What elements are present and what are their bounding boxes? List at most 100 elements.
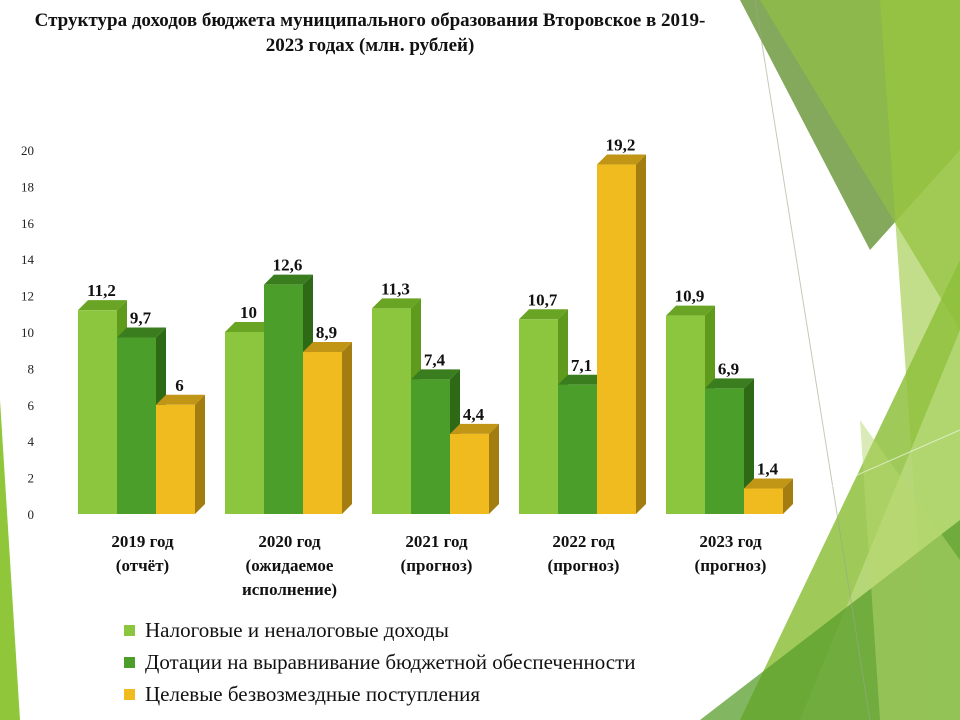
bar-top <box>372 298 421 309</box>
bar <box>156 394 205 514</box>
legend-item: Налоговые и неналоговые доходы <box>124 614 636 646</box>
y-tick-label: 10 <box>21 325 34 340</box>
legend: Налоговые и неналоговые доходы Дотации н… <box>124 614 636 710</box>
y-tick-label: 8 <box>28 361 35 376</box>
bar-top <box>558 374 607 385</box>
bar <box>117 327 166 514</box>
bar-top <box>117 327 166 338</box>
bar-side <box>195 394 205 514</box>
data-label: 11,2 <box>87 281 116 300</box>
category-label: 2020 год <box>258 532 321 551</box>
chart-title: Структура доходов бюджета муниципального… <box>34 10 706 56</box>
bar-front <box>519 319 558 514</box>
y-tick-label: 2 <box>28 471 35 486</box>
data-label: 8,9 <box>316 323 337 342</box>
bar-front <box>264 284 303 514</box>
bar-top <box>597 154 646 165</box>
y-tick-label: 18 <box>21 179 34 194</box>
bar-front <box>705 388 744 514</box>
y-tick-label: 20 <box>21 143 34 158</box>
data-label: 10 <box>240 303 257 322</box>
bar <box>303 342 352 514</box>
data-label: 9,7 <box>130 308 152 327</box>
bar <box>450 423 499 514</box>
y-tick-label: 0 <box>28 507 35 522</box>
category-label: (прогноз) <box>401 556 473 575</box>
legend-swatch <box>124 624 135 636</box>
category-label: 2019 год <box>111 532 174 551</box>
y-tick-label: 4 <box>28 434 35 449</box>
bar-top <box>303 342 352 353</box>
y-tick-label: 14 <box>21 252 35 267</box>
data-label: 7,4 <box>424 350 446 369</box>
bar-front <box>597 164 636 514</box>
bars: 11,2 9,7 6 10 12,6 8,9 11,3 7,4 4,4 10,7 7,1 19,2 10… <box>78 136 793 514</box>
x-axis: 2019 год (отчёт) 2020 год (ожидаемое исполне… <box>111 532 766 599</box>
bar <box>597 154 646 514</box>
category-label: 2021 год <box>405 532 468 551</box>
legend-label: Налоговые и неналоговые доходы <box>145 617 449 642</box>
bar-side <box>744 378 754 514</box>
y-tick-label: 12 <box>21 289 34 304</box>
bar-front <box>744 488 783 514</box>
bar-side <box>342 342 352 514</box>
bar-side <box>636 154 646 514</box>
bar-top <box>705 378 754 389</box>
category-label: (отчёт) <box>116 556 169 575</box>
data-label: 12,6 <box>273 256 303 275</box>
data-label: 7,1 <box>571 356 592 375</box>
category-label: исполнение) <box>242 580 337 599</box>
bar-front <box>372 308 411 514</box>
legend-swatch <box>124 688 135 700</box>
legend-swatch <box>124 656 135 668</box>
bar-top <box>744 478 793 489</box>
data-label: 19,2 <box>606 136 636 155</box>
bar-front <box>117 337 156 514</box>
bar-front <box>666 315 705 514</box>
bar-top <box>411 369 460 380</box>
data-label: 6 <box>175 376 184 395</box>
legend-label: Целевые безвозмездные поступления <box>145 681 480 706</box>
data-label: 11,3 <box>381 279 410 298</box>
bar-top <box>450 423 499 434</box>
data-label: 4,4 <box>463 405 485 424</box>
decor-line <box>799 429 960 501</box>
decor-stripe <box>0 400 20 720</box>
legend-item: Дотации на выравнивание бюджетной обеспе… <box>124 646 636 678</box>
bar <box>744 478 793 514</box>
bar-top <box>156 394 205 405</box>
y-tick-label: 6 <box>28 398 35 413</box>
bar-top <box>666 305 715 316</box>
data-label: 10,7 <box>528 290 558 309</box>
category-label: (прогноз) <box>548 556 620 575</box>
bar-front <box>225 332 264 514</box>
data-label: 1,4 <box>757 460 779 479</box>
legend-label: Дотации на выравнивание бюджетной обеспе… <box>145 649 636 674</box>
legend-item: Целевые безвозмездные поступления <box>124 678 636 710</box>
y-tick-label: 16 <box>21 216 35 231</box>
bar-top <box>264 274 313 285</box>
bar-front <box>303 352 342 514</box>
category-label: (ожидаемое <box>246 556 334 575</box>
bar-top <box>78 300 127 311</box>
decor-line <box>754 0 871 720</box>
y-axis: 0 2 4 6 8 10 12 14 16 18 20 <box>21 143 35 522</box>
bar-front <box>411 379 450 514</box>
bar-top <box>225 322 274 332</box>
bar-front <box>558 384 597 514</box>
decor-stripe <box>860 420 960 720</box>
category-label: 2023 год <box>699 532 762 551</box>
bar-front <box>156 404 195 514</box>
category-label: (прогноз) <box>695 556 767 575</box>
bar-front <box>450 433 489 514</box>
bar-front <box>78 310 117 514</box>
data-label: 6,9 <box>718 359 739 378</box>
bar-side <box>489 423 499 514</box>
bar <box>705 378 754 514</box>
category-label: 2022 год <box>552 532 615 551</box>
bar-top <box>519 309 568 320</box>
bar-side <box>783 478 793 514</box>
data-label: 10,9 <box>675 287 705 306</box>
